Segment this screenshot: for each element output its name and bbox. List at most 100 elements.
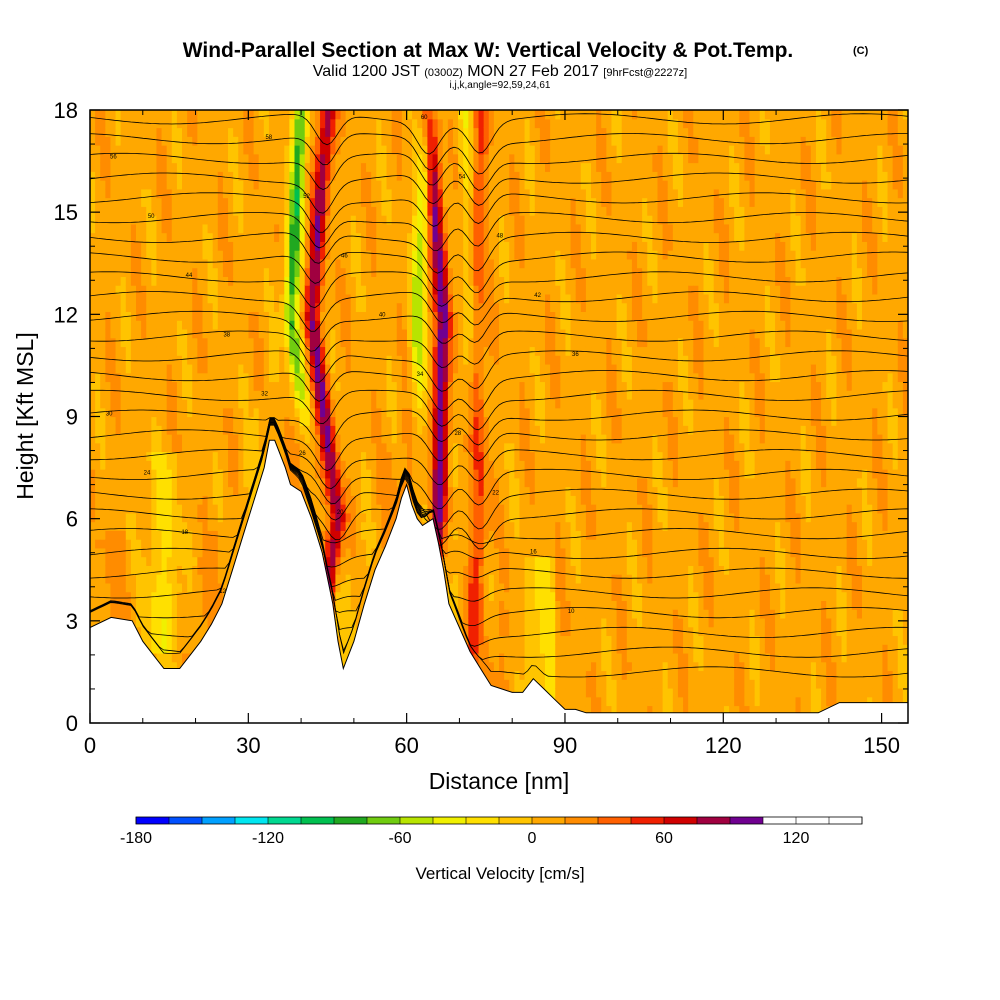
field-cell (176, 390, 183, 400)
field-cell (289, 258, 296, 269)
field-cell (345, 582, 352, 593)
field-cell (289, 355, 296, 365)
field-cell (238, 215, 244, 225)
field-cell (253, 311, 260, 321)
field-cell (212, 110, 219, 120)
field-cell (325, 337, 331, 348)
field-cell (202, 539, 209, 549)
field-cell (207, 504, 214, 514)
field-cell (355, 390, 362, 400)
field-cell (136, 180, 142, 190)
field-cell (412, 398, 418, 409)
field-cell (217, 539, 224, 549)
field-cell (192, 556, 198, 566)
field-cell (192, 188, 198, 199)
field-cell (355, 530, 362, 540)
field-cell (381, 486, 388, 496)
field-cell (314, 425, 321, 435)
field-cell (427, 171, 434, 181)
field-cell (120, 328, 127, 339)
field-cell (248, 118, 255, 129)
field-cell (166, 162, 173, 172)
field-cell (320, 469, 326, 479)
field-cell (146, 582, 152, 593)
field-cell (238, 504, 244, 514)
field-cell (355, 565, 362, 575)
field-cell (371, 337, 377, 348)
field-cell (258, 232, 265, 242)
field-cell (406, 127, 413, 137)
field-cell (268, 153, 275, 164)
field-cell (151, 539, 158, 549)
field-cell (151, 582, 158, 593)
field-cell (335, 477, 342, 488)
field-cell (253, 127, 260, 137)
field-cell (447, 223, 454, 234)
field-cell (120, 591, 127, 601)
field-cell (110, 346, 117, 356)
field-cell (360, 320, 367, 330)
field-cell (442, 258, 449, 269)
field-cell (340, 442, 347, 453)
field-cell (360, 521, 367, 531)
field-cell (330, 530, 336, 540)
field-cell (366, 390, 372, 400)
field-cell (90, 302, 96, 313)
field-cell (396, 136, 403, 146)
field-cell (100, 609, 106, 619)
field-cell (268, 407, 275, 418)
field-cell (166, 276, 173, 286)
field-cell (268, 162, 275, 172)
field-cell (115, 460, 122, 470)
field-cell (125, 145, 132, 155)
field-cell (212, 469, 219, 479)
field-cell (340, 495, 347, 505)
field-cell (125, 442, 132, 453)
field-cell (304, 416, 311, 426)
field-cell (320, 118, 326, 129)
field-cell (366, 215, 372, 225)
field-cell (406, 451, 413, 461)
field-cell (182, 460, 188, 470)
field-cell (279, 206, 285, 216)
field-cell (243, 346, 250, 356)
field-cell (299, 451, 306, 461)
field-cell (105, 215, 112, 225)
field-cell (187, 407, 193, 418)
field-cell (325, 477, 331, 488)
field-cell (314, 118, 321, 129)
field-cell (207, 258, 214, 269)
field-cell (161, 328, 168, 339)
field-cell (115, 398, 122, 409)
field-cell (90, 346, 96, 356)
field-cell (330, 302, 336, 313)
field-cell (156, 171, 163, 181)
field-cell (228, 293, 234, 304)
field-cell (274, 223, 280, 234)
field-cell (176, 258, 183, 269)
field-cell (187, 504, 193, 514)
field-cell (202, 206, 209, 216)
field-cell (299, 425, 306, 435)
field-cell (125, 136, 132, 146)
field-cell (130, 136, 137, 146)
field-cell (233, 372, 239, 383)
field-cell (406, 337, 413, 348)
field-cell (233, 416, 239, 426)
field-cell (376, 206, 383, 216)
field-cell (330, 276, 336, 286)
field-cell (258, 276, 265, 286)
field-cell (350, 311, 357, 321)
field-cell (207, 539, 214, 549)
field-cell (345, 320, 352, 330)
field-cell (197, 495, 204, 505)
field-cell (217, 486, 224, 496)
field-cell (105, 162, 112, 172)
field-cell (105, 565, 112, 575)
field-cell (447, 582, 454, 593)
field-cell (263, 118, 270, 129)
field-cell (248, 363, 255, 374)
field-cell (432, 223, 439, 234)
field-cell (294, 285, 301, 295)
field-cell (222, 512, 229, 523)
